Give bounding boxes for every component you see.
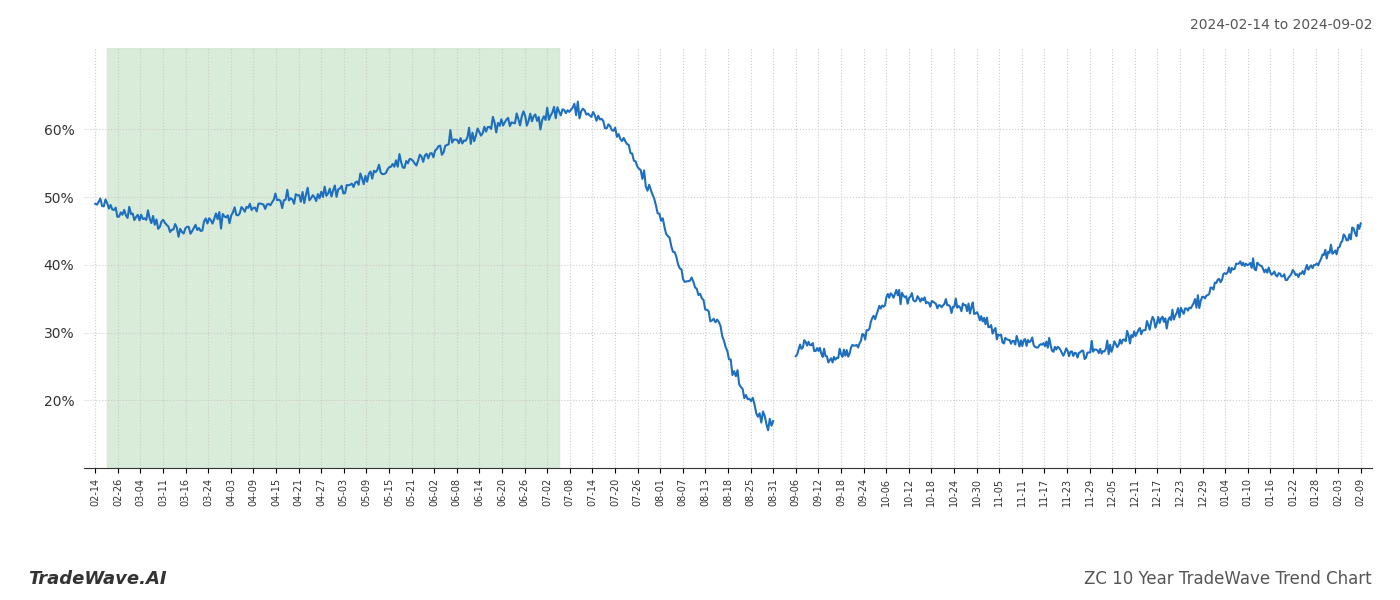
Text: TradeWave.AI: TradeWave.AI [28, 570, 167, 588]
Text: ZC 10 Year TradeWave Trend Chart: ZC 10 Year TradeWave Trend Chart [1085, 570, 1372, 588]
Bar [106, 48, 559, 468]
Text: 2024-02-14 to 2024-09-02: 2024-02-14 to 2024-09-02 [1190, 18, 1372, 32]
Bar [106, 48, 559, 468]
